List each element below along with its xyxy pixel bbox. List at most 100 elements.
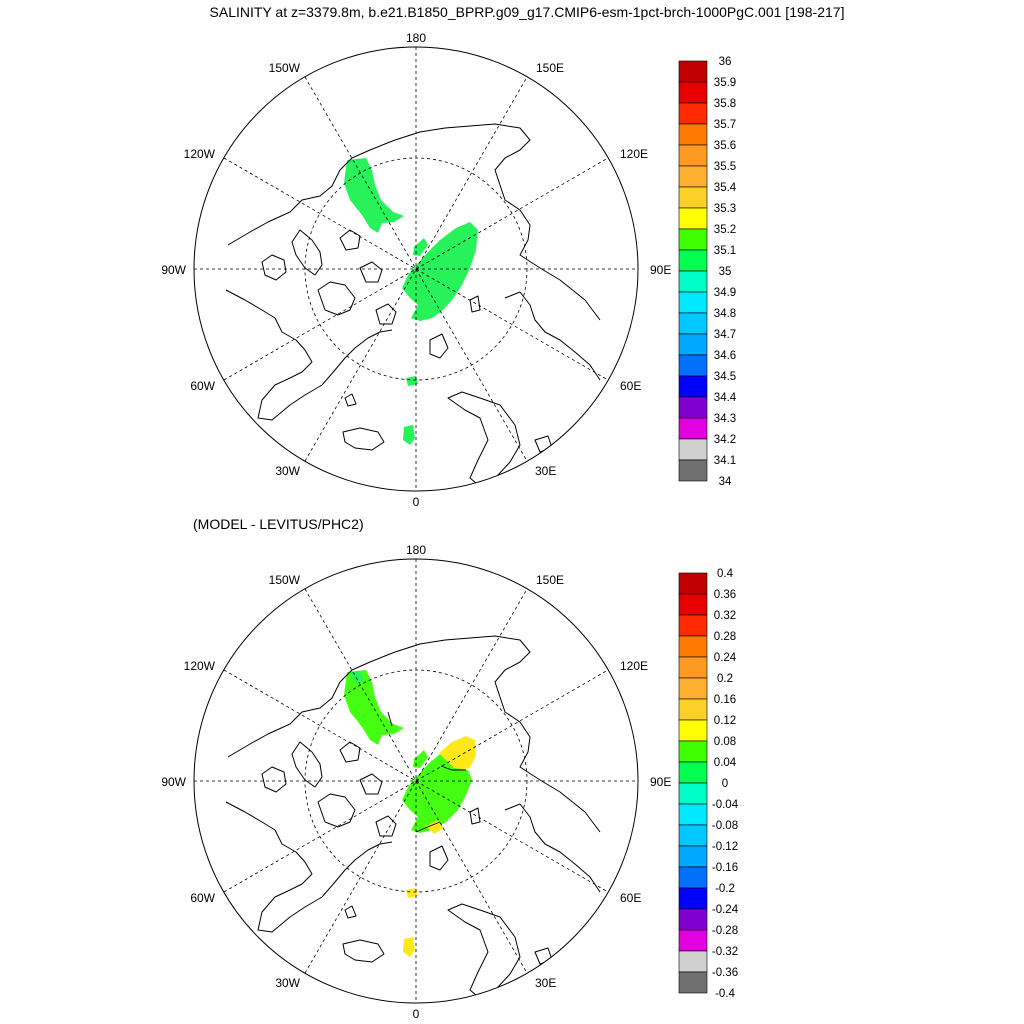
colorbar-swatch (678, 782, 708, 805)
colorbar-swatch (678, 803, 708, 826)
colorbar-swatch (678, 824, 708, 847)
colorbar-label: 35.6 (714, 140, 736, 152)
colorbar-label: 34.1 (714, 455, 736, 467)
colorbar-label: 34.3 (714, 413, 736, 425)
colorbar-swatch (678, 144, 708, 167)
colorbar-label: 36 (719, 56, 732, 68)
lon-label-120w: 120W (184, 659, 216, 673)
lomonosov-patch (413, 238, 428, 256)
colorbar-swatch (678, 677, 708, 700)
lon-label-90w: 90W (161, 263, 186, 277)
lon-label-30w: 30W (275, 464, 300, 478)
map-boundary (193, 46, 639, 492)
colorbar-label: 34.5 (714, 371, 736, 383)
colorbar-label: 0.32 (714, 610, 736, 622)
fram-patch (406, 376, 418, 386)
colorbar-label: 0.24 (714, 652, 737, 664)
colorbar-swatch (678, 396, 708, 419)
colorbar-label: 35 (719, 266, 732, 278)
colorbar-swatch (678, 459, 708, 482)
colorbar-swatch (678, 270, 708, 293)
colorbar-swatch (678, 635, 708, 658)
colorbar-swatch (678, 186, 708, 209)
colorbar-label: -0.28 (712, 925, 738, 937)
colorbar-label: -0.08 (712, 820, 738, 832)
colorbar-swatch (678, 866, 708, 889)
lon-label-120e: 120E (620, 659, 648, 673)
canada-basin-small-patch (350, 671, 364, 684)
colorbar-swatch (678, 81, 708, 104)
lon-label-0: 0 (413, 495, 420, 509)
lon-label-90e: 90E (650, 263, 671, 277)
colorbar-swatch (678, 354, 708, 377)
colorbar-swatch (678, 60, 708, 83)
colorbar-label: 35.3 (714, 203, 736, 215)
colorbar-label: 0.36 (714, 589, 736, 601)
coastlines (225, 123, 601, 489)
zero-contour-line (415, 821, 441, 833)
colorbar-label: 35.9 (714, 77, 736, 89)
colorbar-label: 0.4 (717, 568, 734, 580)
lon-label-60e: 60E (620, 379, 641, 393)
map-boundary (193, 558, 639, 1004)
colorbar-label: 34 (719, 476, 732, 488)
colorbar-swatch (678, 417, 708, 440)
lon-label-180: 180 (406, 543, 426, 557)
zero-contours (387, 711, 466, 833)
colorbar-label: -0.12 (712, 841, 738, 853)
lon-label-60w: 60W (190, 379, 215, 393)
colorbar-swatch (678, 438, 708, 461)
colorbar-swatch (678, 572, 708, 595)
lon-label-60e: 60E (620, 891, 641, 905)
colorbar-swatch (678, 249, 708, 272)
colorbar-label: 34.4 (714, 392, 737, 404)
colorbar-label: 34.6 (714, 350, 736, 362)
colorbar-swatch (678, 165, 708, 188)
colorbar-label: 35.5 (714, 161, 736, 173)
colorbar-swatch (678, 719, 708, 742)
difference-colorbar: 0.4 0.36 0.32 0.28 0.24 0.2 0.16 0.12 0.08 0.04 0 -… (678, 568, 739, 1000)
colorbar-label: 0.16 (714, 694, 736, 706)
difference-map-panel: 180 150E 120E 90E 60E 30E 0 30W 60W 90W … (161, 543, 738, 1021)
colorbar-swatch (678, 207, 708, 230)
colorbar-label: 34.8 (714, 308, 736, 320)
colorbar-swatch (678, 123, 708, 146)
salinity-colorbar: 36 35.9 35.8 35.7 35.6 35.5 35.4 35.3 35.2 35.1 35… (678, 56, 737, 488)
colorbar-label: -0.04 (712, 799, 739, 811)
lon-label-180: 180 (406, 31, 426, 45)
colorbar-label: -0.16 (712, 862, 738, 874)
salinity-map-panel: 180 150E 120E 90E 60E 30E 0 30W 60W 90W … (161, 31, 736, 509)
colorbar-label: 0.28 (714, 631, 736, 643)
figure-title: SALINITY at z=3379.8m, b.e21.B1850_BPRP.… (210, 4, 845, 20)
colorbar-label: 0.08 (714, 736, 736, 748)
colorbar-label: 35.2 (714, 224, 736, 236)
colorbar-swatch (678, 908, 708, 931)
lon-label-30w: 30W (275, 976, 300, 990)
colorbar-label: -0.32 (712, 946, 738, 958)
lon-label-90w: 90W (161, 775, 186, 789)
colorbar-label: -0.24 (712, 904, 739, 916)
colorbar-swatch (678, 333, 708, 356)
zero-contour-line (440, 765, 466, 771)
colorbar-label: 35.7 (714, 119, 736, 131)
graticule (194, 47, 638, 491)
lon-label-150w: 150W (269, 61, 301, 75)
colorbar-swatch (678, 971, 708, 994)
canada-basin-patch (344, 670, 404, 745)
graticule (194, 559, 638, 1003)
lon-label-120w: 120W (184, 147, 216, 161)
lon-label-150e: 150E (536, 573, 564, 587)
colorbar-swatch (678, 614, 708, 637)
colorbar-label: 34.7 (714, 329, 736, 341)
colorbar-swatch (678, 887, 708, 910)
colorbar-swatch (678, 761, 708, 784)
nordic-patch (403, 425, 415, 445)
colorbar-label: -0.2 (715, 883, 735, 895)
lon-label-0: 0 (413, 1007, 420, 1021)
colorbar-label: 34.9 (714, 287, 736, 299)
lon-label-150e: 150E (536, 61, 564, 75)
colorbar-swatch (678, 929, 708, 952)
colorbar-swatch (678, 593, 708, 616)
colorbar-label: 34.2 (714, 434, 736, 446)
